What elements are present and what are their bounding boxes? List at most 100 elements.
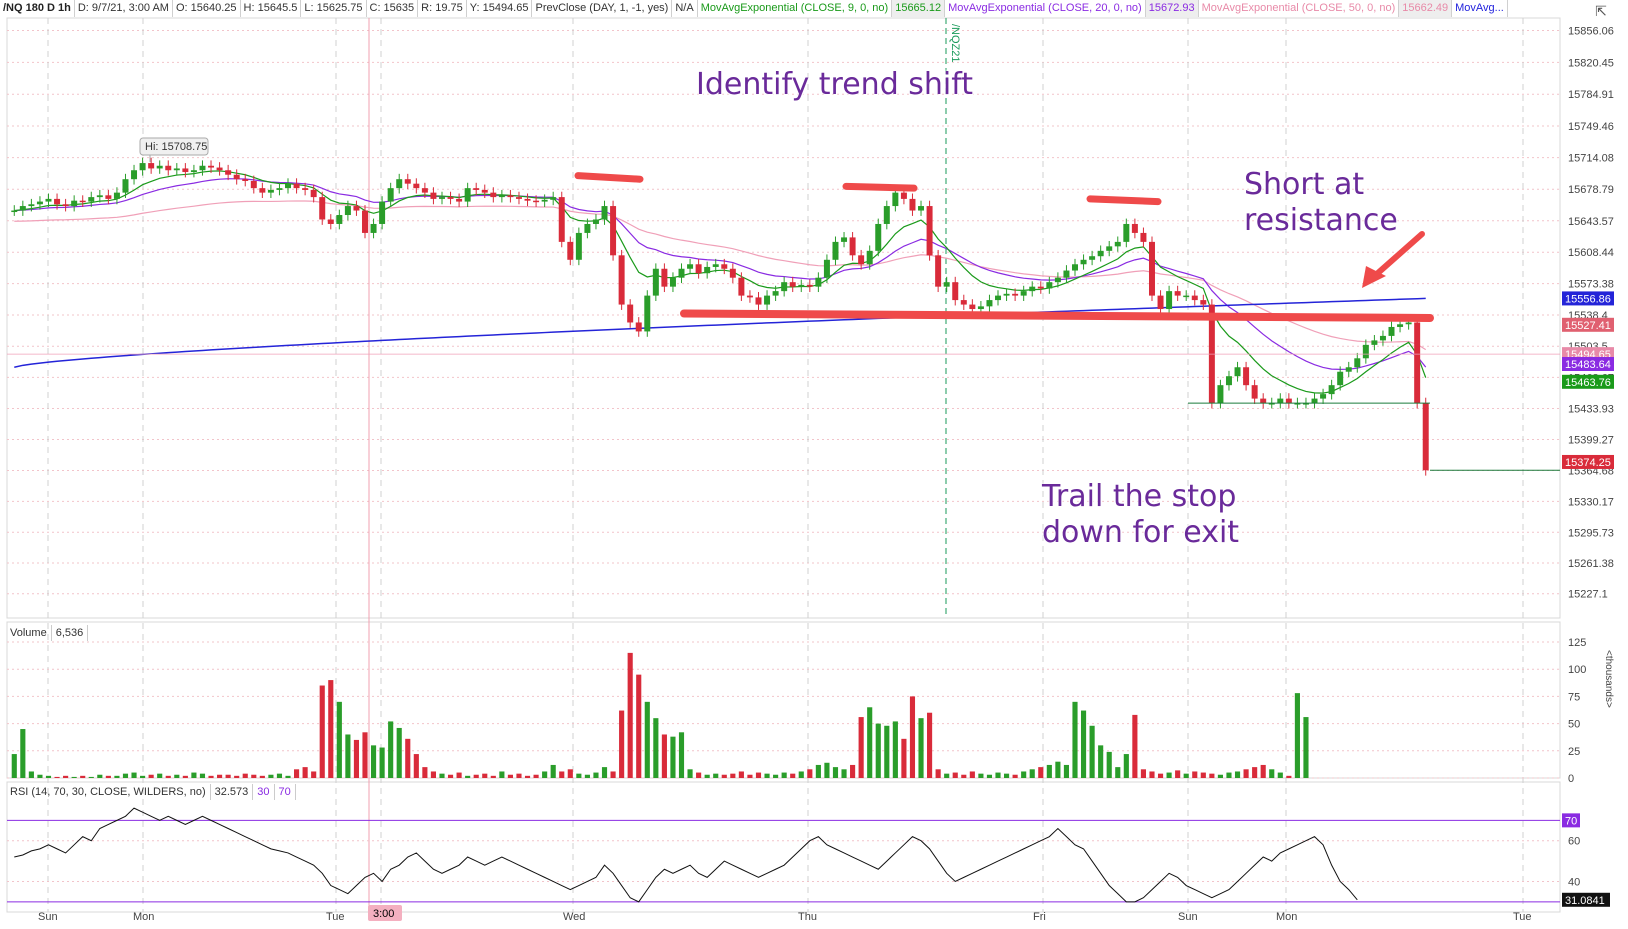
candle-body (764, 295, 771, 305)
candle-body (353, 206, 360, 211)
volume-bar (678, 732, 685, 778)
candle-body (1371, 340, 1378, 345)
candle-body (1362, 344, 1369, 359)
volume-bar (353, 739, 360, 778)
rsi-last-badge-label: 31.0841 (1565, 895, 1605, 907)
volume-bar (516, 773, 522, 778)
candle-body (1260, 398, 1267, 404)
rsi-70-badge (1562, 813, 1580, 828)
price-tick-label: 15227.1 (1568, 589, 1608, 601)
candle-body (464, 188, 471, 202)
price-tick-label: 15608.44 (1568, 247, 1614, 259)
candle-body (293, 183, 300, 189)
candle-body (199, 165, 206, 171)
candle-body (250, 180, 257, 189)
ema9-study[interactable]: MovAvgExponential (CLOSE, 9, 0, no) (698, 0, 893, 17)
candle-body (1054, 277, 1061, 283)
volume-bar (242, 773, 248, 778)
candle-body (1012, 293, 1019, 296)
candle-body (1354, 358, 1361, 368)
volume-bar (1157, 773, 1164, 778)
volume-bar (234, 775, 240, 778)
volume-bar (456, 772, 462, 778)
candle-body (550, 197, 557, 200)
candle-body (1328, 385, 1335, 395)
candle-body (918, 206, 925, 211)
price-badge-label: 15483.64 (1565, 359, 1611, 371)
volume-bar (601, 767, 608, 778)
candle-body (259, 188, 266, 193)
collapse-icon[interactable]: ⇱ (1595, 3, 1607, 19)
volume-bar (713, 773, 719, 778)
volume-bar (593, 772, 599, 778)
candle-body (1277, 398, 1284, 404)
volume-bar (362, 732, 368, 778)
volume-bar (1004, 773, 1010, 778)
candle-body (79, 200, 86, 203)
volume-bar (978, 773, 984, 778)
price-tick-label: 15714.08 (1568, 153, 1614, 165)
candle-body (1003, 293, 1010, 296)
candle-body (276, 188, 283, 190)
candle-body (712, 264, 719, 267)
candle-body (113, 192, 120, 199)
volume-bar (1021, 771, 1027, 778)
volume-bar (131, 772, 137, 778)
candle-body (1131, 223, 1138, 233)
volume-bar (627, 652, 633, 778)
ema50-study[interactable]: MovAvgExponential (CLOSE, 50, 0, no) (1199, 0, 1400, 17)
candle-body (404, 179, 411, 184)
candle-body (1422, 403, 1429, 471)
symbol-label[interactable]: /NQ 180 D 1h (0, 0, 75, 17)
volume-bar (319, 685, 325, 778)
prevclose-study[interactable]: PrevClose (DAY, 1, -1, yes) (532, 0, 673, 17)
volume-bar (182, 775, 188, 778)
candle-body (88, 197, 95, 202)
price-tick-label: 15749.46 (1568, 121, 1614, 133)
volume-bar (336, 701, 342, 778)
volume-bar (225, 774, 231, 778)
contract-label: /NQZ21 (949, 24, 961, 63)
x-tick-label: Mon (1276, 911, 1297, 923)
price-tick-label: 15784.91 (1568, 89, 1614, 101)
candle-body (1020, 291, 1027, 296)
annotation-trail-line2: down for exit (1042, 515, 1240, 550)
candle-body (310, 189, 317, 198)
volume-bar (28, 771, 34, 778)
candle-body (1294, 403, 1301, 405)
candle-body (798, 284, 805, 287)
candle-body (592, 219, 599, 224)
candle-body (1243, 367, 1250, 386)
candle-body (533, 200, 540, 203)
candle-body (832, 241, 839, 260)
ema200-study[interactable]: MovAvg... (1452, 0, 1508, 17)
candle-body (139, 163, 146, 171)
candle-body (208, 165, 215, 168)
volume-bar (473, 774, 479, 778)
candle-body (362, 210, 368, 233)
candle-body (36, 201, 43, 205)
volume-bar (764, 773, 770, 778)
volume-bar (1183, 773, 1189, 778)
volume-bar (1175, 770, 1181, 778)
candle-body (336, 215, 343, 224)
x-tick-label: Tue (1513, 911, 1532, 923)
price-tick-label: 15856.06 (1568, 25, 1614, 37)
candle-body (447, 197, 454, 199)
bar-open: O: 15640.25 (173, 0, 241, 17)
candle-body (327, 219, 334, 224)
ema20-study[interactable]: MovAvgExponential (CLOSE, 20, 0, no) (945, 0, 1146, 17)
candle-body (1046, 282, 1053, 289)
candle-body (1166, 291, 1173, 310)
candle-body (789, 282, 796, 287)
volume-bar (311, 771, 317, 778)
price-badge (1562, 356, 1614, 371)
ema20-line (14, 178, 1427, 370)
price-badge-label: 15374.25 (1565, 457, 1611, 469)
rsi-label[interactable]: RSI (14, 70, 30, CLOSE, WILDERS, no) (6, 784, 211, 800)
volume-label[interactable]: Volume (6, 625, 52, 641)
candle-body (1302, 403, 1309, 405)
candle-body (430, 192, 437, 199)
annotation-short-line1: Short at (1244, 167, 1365, 202)
